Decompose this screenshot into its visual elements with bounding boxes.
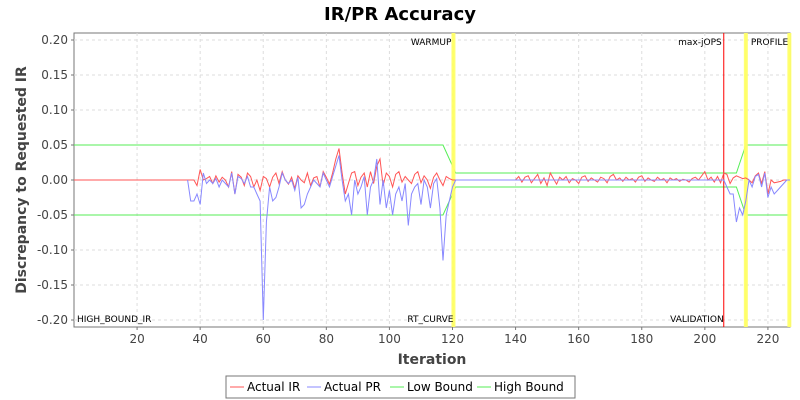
x-axis-ticks: 20 40 60 80 100 120 140 160 180 200 220 [129, 327, 779, 346]
legend-label: High Bound [494, 380, 564, 394]
y-axis-label: Discrepancy to Requested IR [14, 66, 30, 294]
x-tick-label: 40 [193, 332, 208, 346]
y-axis-ticks: -0.20 -0.15 -0.10 -0.05 0.00 0.05 0.10 0.15 0.20 [37, 33, 74, 327]
phase-marker-labels: WARMUP RT_CURVE max-jOPS VALIDATION PROFILE [407, 38, 788, 325]
y-tick-label: 0.05 [41, 138, 68, 152]
x-tick-label: 20 [129, 332, 144, 346]
legend: Actual IR Actual PR Low Bound High Bound [225, 375, 576, 399]
x-axis-label: Iteration [398, 352, 467, 368]
y-tick-label: -0.15 [37, 278, 68, 292]
x-tick-label: 140 [504, 332, 527, 346]
legend-label: Actual PR [324, 380, 381, 394]
corner-label: HIGH_BOUND_IR [77, 315, 151, 325]
legend-label: Actual IR [247, 380, 300, 394]
phase-marker-top-label: max-jOPS [678, 38, 722, 48]
y-tick-label: 0.00 [41, 173, 68, 187]
y-tick-label: 0.10 [41, 103, 68, 117]
y-tick-label: -0.10 [37, 243, 68, 257]
x-tick-label: 120 [441, 332, 464, 346]
x-tick-label: 60 [256, 332, 271, 346]
chart-title: IR/PR Accuracy [324, 4, 476, 25]
x-tick-label: 80 [319, 332, 334, 346]
data-series [74, 148, 790, 321]
y-tick-label: 0.15 [41, 68, 68, 82]
y-tick-label: 0.20 [41, 33, 68, 47]
legend-label: Low Bound [407, 380, 473, 394]
phase-marker-bottom-label: VALIDATION [670, 315, 724, 325]
phase-marker-top-label: PROFILE [751, 38, 789, 48]
x-tick-label: 200 [693, 332, 716, 346]
y-tick-label: -0.20 [37, 313, 68, 327]
x-tick-label: 100 [378, 332, 401, 346]
series-line-actual-pr [187, 155, 790, 321]
phase-marker-bottom-label: RT_CURVE [407, 315, 453, 325]
x-tick-label: 220 [756, 332, 779, 346]
x-tick-label: 180 [630, 332, 653, 346]
y-tick-label: -0.05 [37, 208, 68, 222]
phase-marker-top-label: WARMUP [411, 38, 452, 48]
x-tick-label: 160 [567, 332, 590, 346]
series-line-actual-ir [74, 148, 790, 195]
